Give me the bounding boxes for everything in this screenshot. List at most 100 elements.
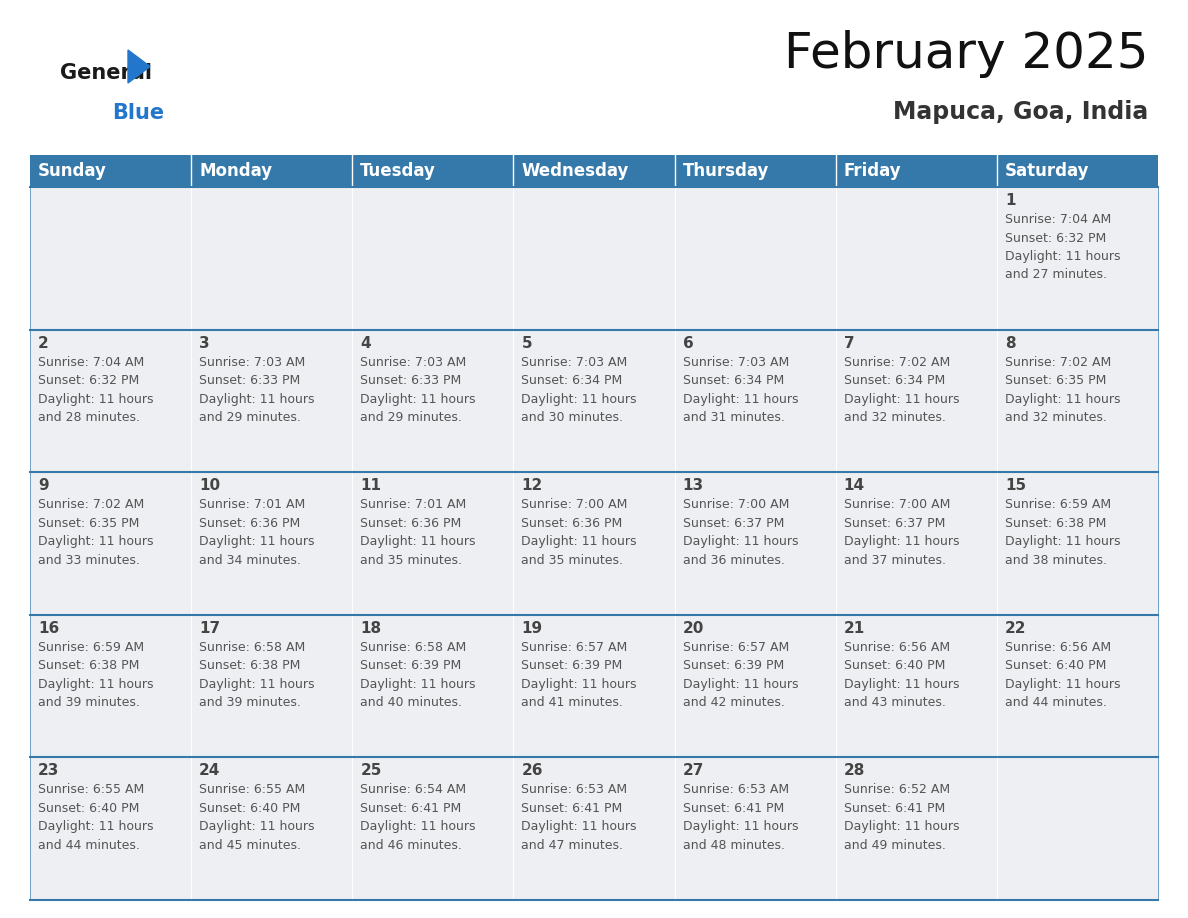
Text: Sunrise: 6:57 AM
Sunset: 6:39 PM
Daylight: 11 hours
and 41 minutes.: Sunrise: 6:57 AM Sunset: 6:39 PM Dayligh… xyxy=(522,641,637,710)
Text: Sunrise: 7:03 AM
Sunset: 6:34 PM
Daylight: 11 hours
and 31 minutes.: Sunrise: 7:03 AM Sunset: 6:34 PM Dayligh… xyxy=(683,355,798,424)
Bar xyxy=(353,615,513,757)
Text: Sunrise: 7:03 AM
Sunset: 6:33 PM
Daylight: 11 hours
and 29 minutes.: Sunrise: 7:03 AM Sunset: 6:33 PM Dayligh… xyxy=(200,355,315,424)
Bar xyxy=(997,155,1158,187)
Bar xyxy=(353,757,513,900)
Bar xyxy=(30,155,191,187)
Text: 14: 14 xyxy=(843,478,865,493)
Text: 24: 24 xyxy=(200,764,221,778)
Text: 15: 15 xyxy=(1005,478,1026,493)
Text: Sunrise: 6:53 AM
Sunset: 6:41 PM
Daylight: 11 hours
and 47 minutes.: Sunrise: 6:53 AM Sunset: 6:41 PM Dayligh… xyxy=(522,783,637,852)
Text: Sunrise: 7:02 AM
Sunset: 6:35 PM
Daylight: 11 hours
and 33 minutes.: Sunrise: 7:02 AM Sunset: 6:35 PM Dayligh… xyxy=(38,498,153,566)
Text: Sunrise: 7:02 AM
Sunset: 6:34 PM
Daylight: 11 hours
and 32 minutes.: Sunrise: 7:02 AM Sunset: 6:34 PM Dayligh… xyxy=(843,355,959,424)
Text: Sunrise: 6:56 AM
Sunset: 6:40 PM
Daylight: 11 hours
and 43 minutes.: Sunrise: 6:56 AM Sunset: 6:40 PM Dayligh… xyxy=(843,641,959,710)
Text: 13: 13 xyxy=(683,478,703,493)
Text: Wednesday: Wednesday xyxy=(522,162,628,180)
Bar xyxy=(353,330,513,472)
Bar xyxy=(835,615,997,757)
Text: Sunrise: 7:03 AM
Sunset: 6:34 PM
Daylight: 11 hours
and 30 minutes.: Sunrise: 7:03 AM Sunset: 6:34 PM Dayligh… xyxy=(522,355,637,424)
Bar xyxy=(513,472,675,615)
Bar xyxy=(30,615,191,757)
Text: Sunrise: 6:55 AM
Sunset: 6:40 PM
Daylight: 11 hours
and 45 minutes.: Sunrise: 6:55 AM Sunset: 6:40 PM Dayligh… xyxy=(200,783,315,852)
Bar xyxy=(675,155,835,187)
Bar xyxy=(513,330,675,472)
Text: 4: 4 xyxy=(360,336,371,351)
Bar xyxy=(353,155,513,187)
Bar xyxy=(30,472,191,615)
Text: Sunrise: 6:56 AM
Sunset: 6:40 PM
Daylight: 11 hours
and 44 minutes.: Sunrise: 6:56 AM Sunset: 6:40 PM Dayligh… xyxy=(1005,641,1120,710)
Text: Sunrise: 6:55 AM
Sunset: 6:40 PM
Daylight: 11 hours
and 44 minutes.: Sunrise: 6:55 AM Sunset: 6:40 PM Dayligh… xyxy=(38,783,153,852)
Text: 5: 5 xyxy=(522,336,532,351)
Text: 9: 9 xyxy=(38,478,49,493)
Bar xyxy=(513,187,675,330)
Text: Thursday: Thursday xyxy=(683,162,769,180)
Text: Monday: Monday xyxy=(200,162,272,180)
Bar xyxy=(30,757,191,900)
Bar xyxy=(997,187,1158,330)
Bar xyxy=(191,155,353,187)
Text: 26: 26 xyxy=(522,764,543,778)
Bar xyxy=(835,757,997,900)
Bar xyxy=(835,187,997,330)
Text: Sunrise: 6:52 AM
Sunset: 6:41 PM
Daylight: 11 hours
and 49 minutes.: Sunrise: 6:52 AM Sunset: 6:41 PM Dayligh… xyxy=(843,783,959,852)
Text: Friday: Friday xyxy=(843,162,902,180)
Text: 21: 21 xyxy=(843,621,865,636)
Text: 16: 16 xyxy=(38,621,59,636)
Bar xyxy=(191,187,353,330)
Bar xyxy=(835,155,997,187)
Bar xyxy=(513,615,675,757)
Bar xyxy=(30,187,191,330)
Text: 27: 27 xyxy=(683,764,704,778)
Text: Sunrise: 7:01 AM
Sunset: 6:36 PM
Daylight: 11 hours
and 35 minutes.: Sunrise: 7:01 AM Sunset: 6:36 PM Dayligh… xyxy=(360,498,475,566)
Bar xyxy=(191,472,353,615)
Polygon shape xyxy=(128,50,150,83)
Text: Sunrise: 6:58 AM
Sunset: 6:39 PM
Daylight: 11 hours
and 40 minutes.: Sunrise: 6:58 AM Sunset: 6:39 PM Dayligh… xyxy=(360,641,475,710)
Text: Tuesday: Tuesday xyxy=(360,162,436,180)
Text: 12: 12 xyxy=(522,478,543,493)
Text: Sunrise: 7:02 AM
Sunset: 6:35 PM
Daylight: 11 hours
and 32 minutes.: Sunrise: 7:02 AM Sunset: 6:35 PM Dayligh… xyxy=(1005,355,1120,424)
Text: 23: 23 xyxy=(38,764,59,778)
Text: 10: 10 xyxy=(200,478,220,493)
Bar xyxy=(675,330,835,472)
Text: 6: 6 xyxy=(683,336,694,351)
Text: 1: 1 xyxy=(1005,193,1016,208)
Bar xyxy=(353,187,513,330)
Text: Sunrise: 6:57 AM
Sunset: 6:39 PM
Daylight: 11 hours
and 42 minutes.: Sunrise: 6:57 AM Sunset: 6:39 PM Dayligh… xyxy=(683,641,798,710)
Text: Sunrise: 6:59 AM
Sunset: 6:38 PM
Daylight: 11 hours
and 39 minutes.: Sunrise: 6:59 AM Sunset: 6:38 PM Dayligh… xyxy=(38,641,153,710)
Bar xyxy=(997,615,1158,757)
Bar xyxy=(997,757,1158,900)
Text: Sunrise: 7:00 AM
Sunset: 6:37 PM
Daylight: 11 hours
and 37 minutes.: Sunrise: 7:00 AM Sunset: 6:37 PM Dayligh… xyxy=(843,498,959,566)
Text: Sunrise: 7:00 AM
Sunset: 6:37 PM
Daylight: 11 hours
and 36 minutes.: Sunrise: 7:00 AM Sunset: 6:37 PM Dayligh… xyxy=(683,498,798,566)
Text: 22: 22 xyxy=(1005,621,1026,636)
Bar xyxy=(191,615,353,757)
Text: Sunrise: 6:54 AM
Sunset: 6:41 PM
Daylight: 11 hours
and 46 minutes.: Sunrise: 6:54 AM Sunset: 6:41 PM Dayligh… xyxy=(360,783,475,852)
Text: 7: 7 xyxy=(843,336,854,351)
Bar xyxy=(30,330,191,472)
Text: Sunrise: 7:03 AM
Sunset: 6:33 PM
Daylight: 11 hours
and 29 minutes.: Sunrise: 7:03 AM Sunset: 6:33 PM Dayligh… xyxy=(360,355,475,424)
Bar xyxy=(675,757,835,900)
Bar xyxy=(997,330,1158,472)
Text: Sunrise: 6:59 AM
Sunset: 6:38 PM
Daylight: 11 hours
and 38 minutes.: Sunrise: 6:59 AM Sunset: 6:38 PM Dayligh… xyxy=(1005,498,1120,566)
Bar xyxy=(191,757,353,900)
Bar xyxy=(997,472,1158,615)
Bar xyxy=(675,615,835,757)
Text: 17: 17 xyxy=(200,621,220,636)
Bar xyxy=(353,472,513,615)
Text: February 2025: February 2025 xyxy=(784,30,1148,78)
Bar xyxy=(835,330,997,472)
Bar xyxy=(513,155,675,187)
Text: 19: 19 xyxy=(522,621,543,636)
Text: Sunrise: 7:01 AM
Sunset: 6:36 PM
Daylight: 11 hours
and 34 minutes.: Sunrise: 7:01 AM Sunset: 6:36 PM Dayligh… xyxy=(200,498,315,566)
Text: Sunday: Sunday xyxy=(38,162,107,180)
Text: 8: 8 xyxy=(1005,336,1016,351)
Bar xyxy=(513,757,675,900)
Text: 20: 20 xyxy=(683,621,704,636)
Text: Sunrise: 7:00 AM
Sunset: 6:36 PM
Daylight: 11 hours
and 35 minutes.: Sunrise: 7:00 AM Sunset: 6:36 PM Dayligh… xyxy=(522,498,637,566)
Bar xyxy=(191,330,353,472)
Text: 2: 2 xyxy=(38,336,49,351)
Text: Sunrise: 6:58 AM
Sunset: 6:38 PM
Daylight: 11 hours
and 39 minutes.: Sunrise: 6:58 AM Sunset: 6:38 PM Dayligh… xyxy=(200,641,315,710)
Text: 11: 11 xyxy=(360,478,381,493)
Text: Saturday: Saturday xyxy=(1005,162,1089,180)
Text: 3: 3 xyxy=(200,336,210,351)
Text: 25: 25 xyxy=(360,764,381,778)
Bar xyxy=(675,472,835,615)
